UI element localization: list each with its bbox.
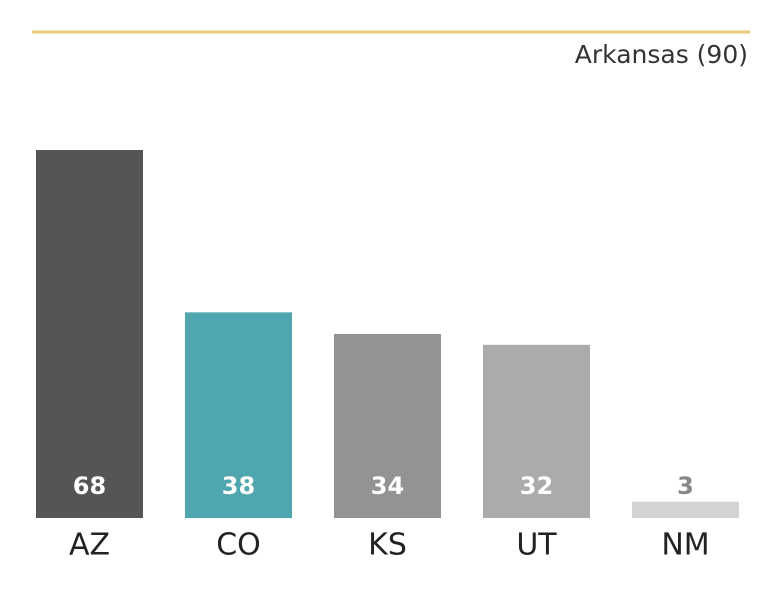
- bar: [483, 344, 590, 518]
- bar: [334, 334, 441, 518]
- x-tick-label: NM: [661, 528, 709, 563]
- bar: [185, 312, 292, 518]
- value-label: 68: [73, 472, 106, 500]
- value-label: 3: [677, 472, 694, 500]
- value-label: 32: [520, 472, 553, 500]
- x-tick-label: KS: [368, 528, 407, 563]
- x-tick-label: CO: [216, 528, 261, 563]
- x-tick-label: AZ: [69, 528, 110, 563]
- value-label: 38: [222, 472, 255, 500]
- bar: [36, 150, 143, 518]
- value-label: 34: [371, 472, 404, 500]
- chart-title: Arkansas (90): [575, 40, 748, 69]
- x-tick-label: UT: [516, 528, 557, 563]
- bar: [632, 501, 739, 518]
